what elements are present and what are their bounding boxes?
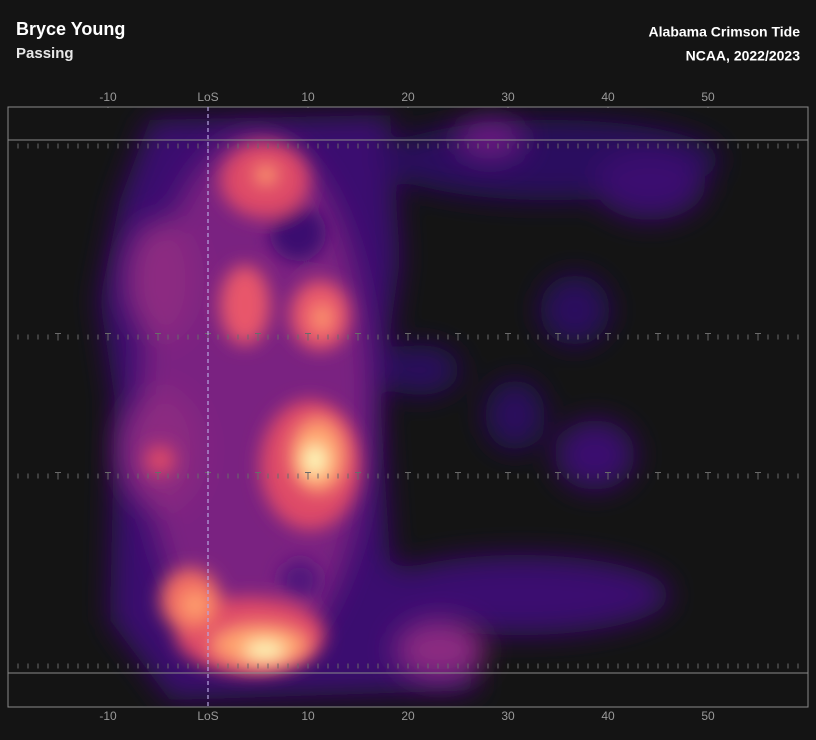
x-tick-label-top: LoS <box>197 90 218 104</box>
x-tick-label-bottom: LoS <box>197 709 218 723</box>
subtitle: Passing <box>16 45 74 62</box>
x-tick-label-top: 50 <box>701 90 715 104</box>
density <box>100 115 720 700</box>
x-tick-label-top: 10 <box>301 90 315 104</box>
x-tick-label-bottom: 40 <box>601 709 615 723</box>
hash-marks <box>17 143 799 669</box>
x-tick-label-top: 40 <box>601 90 615 104</box>
x-tick-label-bottom: 10 <box>301 709 315 723</box>
density-layer <box>243 443 328 660</box>
x-tick-label-bottom: -10 <box>99 709 117 723</box>
density-layer <box>120 120 525 680</box>
axes: -10 -10 LoS LoS 10 10 20 20 30 30 40 40 50 50 <box>99 90 715 723</box>
x-tick-label-top: 20 <box>401 90 415 104</box>
x-tick-label-bottom: 20 <box>401 709 415 723</box>
team: Alabama Crimson Tide <box>649 24 801 40</box>
x-tick-label-bottom: 50 <box>701 709 715 723</box>
season: NCAA, 2022/2023 <box>686 48 801 64</box>
title: Bryce Young <box>16 19 125 39</box>
x-tick-label-top: 30 <box>501 90 515 104</box>
x-tick-label-bottom: 30 <box>501 709 515 723</box>
x-tick-label-top: -10 <box>99 90 117 104</box>
